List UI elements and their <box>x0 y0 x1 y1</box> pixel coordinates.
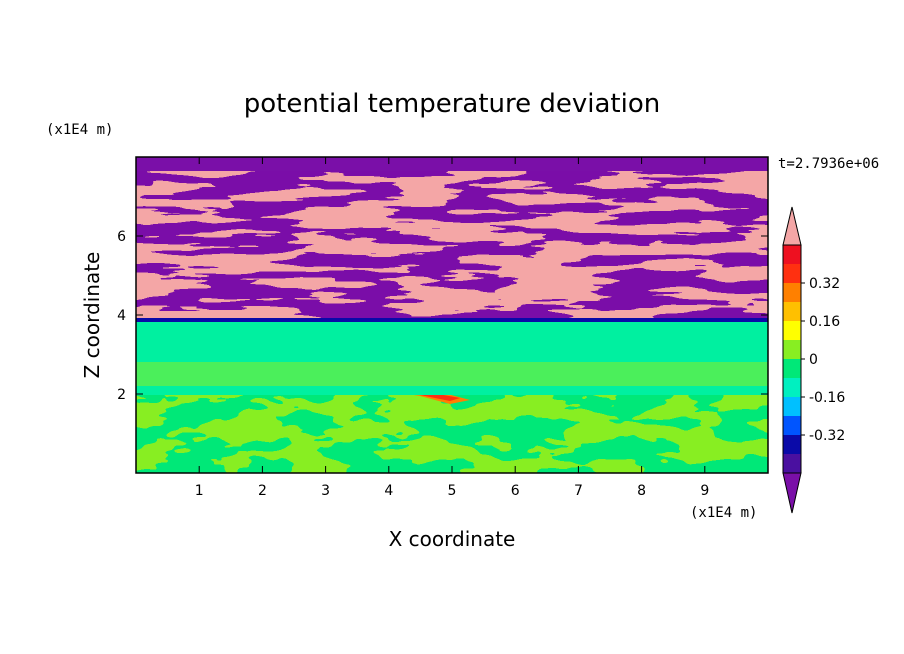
colorbar-bin <box>783 435 801 454</box>
colorbar-label: -0.32 <box>809 428 845 444</box>
colorbar-label: 0 <box>809 352 818 368</box>
colorbar-label: 0.32 <box>809 276 840 292</box>
x-tick-label: 4 <box>384 483 393 499</box>
y-tick-label: 4 <box>117 308 126 324</box>
middle-green-band <box>136 362 768 386</box>
x-tick-label: 9 <box>700 483 709 499</box>
colorbar-bin <box>783 245 801 264</box>
y-axis-label: Z coordinate <box>80 252 104 379</box>
colorbar-bin <box>783 378 801 397</box>
colorbar-bin <box>783 397 801 416</box>
lower-blobs <box>136 395 768 473</box>
x-axis-label: X coordinate <box>389 527 516 551</box>
colorbar-bin <box>783 454 801 473</box>
warm-streak-core <box>420 394 460 401</box>
x-tick-label: 8 <box>637 483 646 499</box>
colorbar-below-triangle <box>782 472 802 514</box>
colorbar-label: -0.16 <box>809 390 845 406</box>
x-tick-label: 5 <box>448 483 457 499</box>
y-tick-label: 2 <box>117 387 126 403</box>
x-tick-label: 1 <box>195 483 204 499</box>
colorbar-label: 0.16 <box>809 314 840 330</box>
colorbar-bin <box>783 340 801 359</box>
chart-title: potential temperature deviation <box>244 89 660 119</box>
colorbar-bin <box>783 359 801 378</box>
middle-dark-line <box>136 318 768 322</box>
colorbar-above-triangle <box>782 206 802 246</box>
upper-bands <box>136 157 768 318</box>
colorbar-bin <box>783 321 801 340</box>
plot-area <box>136 157 768 473</box>
colorbar-bin <box>783 416 801 435</box>
y-unit-label: (x1E4 m) <box>46 122 113 138</box>
colorbar-bin <box>783 283 801 302</box>
x-unit-label: (x1E4 m) <box>690 505 757 521</box>
x-tick-label: 6 <box>511 483 520 499</box>
x-tick-label: 7 <box>574 483 583 499</box>
time-label: t=2.7936e+06 <box>778 156 879 172</box>
y-tick-label: 6 <box>117 229 126 245</box>
x-tick-label: 3 <box>321 483 330 499</box>
colorbar-bin <box>783 302 801 321</box>
axis-ticks: 1 2 3 4 5 6 7 8 9 2 4 6 <box>117 157 768 499</box>
colorbar-bin <box>783 264 801 283</box>
colorbar: 0.32 0.16 0 -0.16 -0.32 <box>782 206 845 514</box>
x-tick-label: 2 <box>258 483 267 499</box>
